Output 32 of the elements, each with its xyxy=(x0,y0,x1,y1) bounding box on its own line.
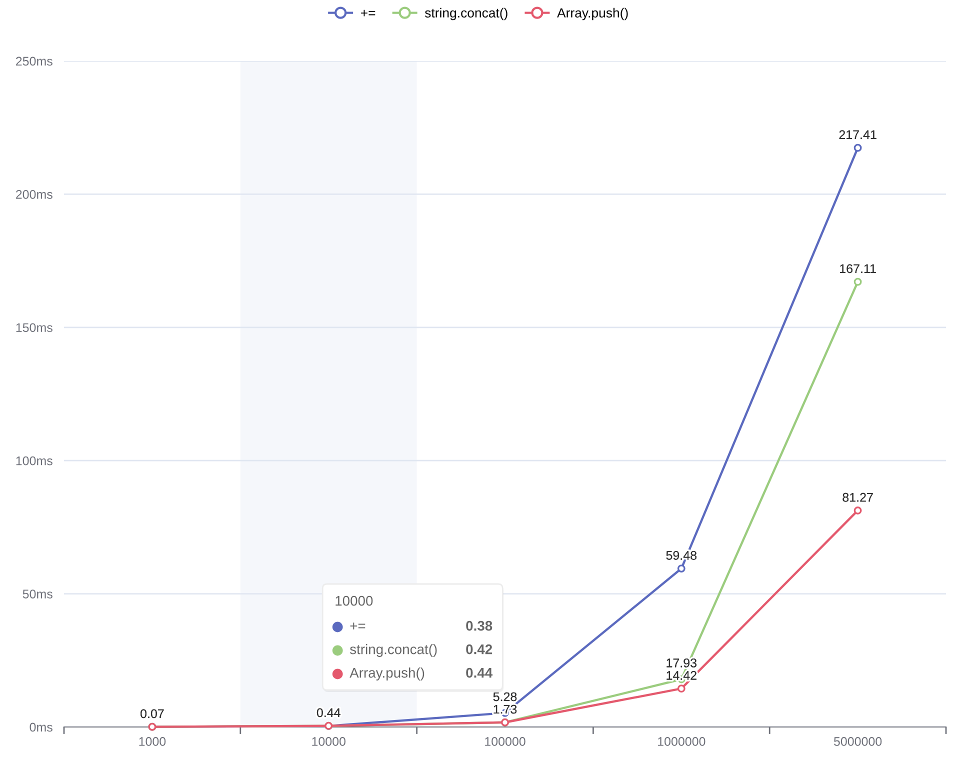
y-tick-label: 200ms xyxy=(16,190,52,199)
point xyxy=(677,564,686,573)
legend-label: string.concat() xyxy=(424,8,508,20)
y-tick-label: 100ms xyxy=(16,456,52,466)
data-label: 5.28 xyxy=(493,692,517,702)
y-tick-label: 250ms xyxy=(16,56,52,66)
data-label: 81.27 xyxy=(842,492,873,502)
annotation: 0.42 xyxy=(466,644,492,654)
annotation: Array.push() xyxy=(350,668,424,680)
legend-label: Array.push() xyxy=(557,8,628,20)
x-tick-label: 5000000 xyxy=(834,737,882,746)
data-label: 217.41 xyxy=(839,130,876,139)
x-tick-label: 1000 xyxy=(139,737,166,746)
annotation: 0.44 xyxy=(466,668,493,678)
annotation: string.concat() xyxy=(350,644,437,657)
point xyxy=(854,278,862,286)
x-tick-label: 100000 xyxy=(485,737,526,746)
y-tick-label: 0ms xyxy=(30,722,52,732)
data-label: 0.07 xyxy=(140,709,164,718)
point xyxy=(854,144,862,152)
point xyxy=(854,506,862,514)
text: 10000 xyxy=(336,596,373,606)
x-tick-label: 1000000 xyxy=(658,737,706,746)
data-label: 167.11 xyxy=(840,264,876,274)
x-tick-label: 10000 xyxy=(312,737,346,746)
annotation: 0.38 xyxy=(466,620,492,631)
annotation: += xyxy=(350,622,366,630)
point xyxy=(677,684,686,693)
y-tick-label: 50ms xyxy=(22,590,52,598)
legend-label: += xyxy=(361,10,376,16)
y-tick-label: 150ms xyxy=(16,323,52,332)
data-label: 0.44 xyxy=(316,708,340,718)
